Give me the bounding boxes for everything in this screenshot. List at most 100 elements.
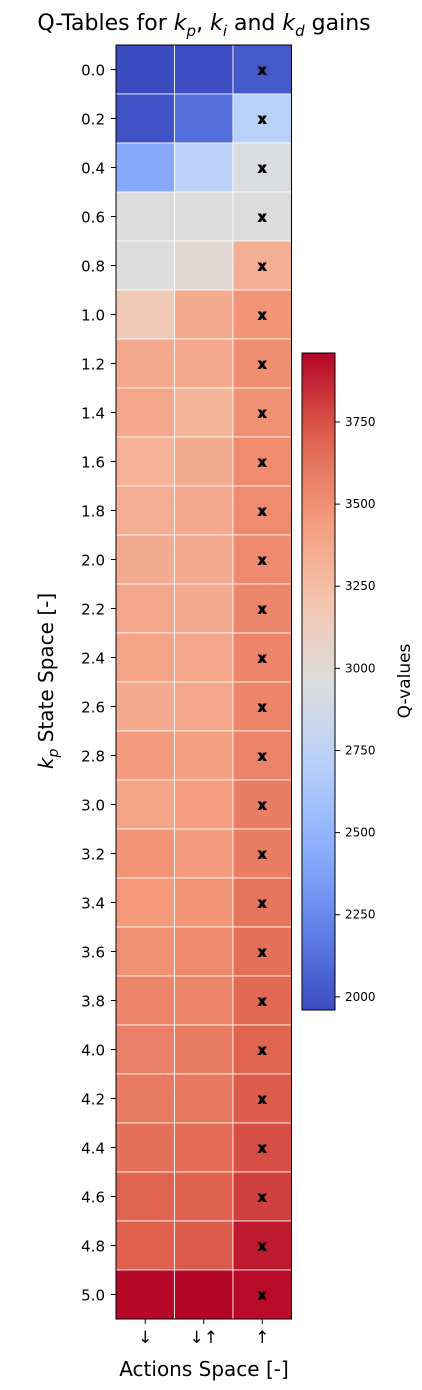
heatmap-cell (174, 534, 234, 585)
best-action-marker: x (258, 162, 267, 177)
heatmap-cell (115, 1073, 175, 1124)
heatmap-cell (174, 485, 234, 536)
heatmap-cell (115, 289, 175, 340)
y-tick-label: 0.4 (81, 160, 105, 178)
best-action-marker: x (258, 1142, 267, 1157)
y-tick-label: 3.0 (81, 797, 105, 815)
heatmap-cell (174, 1073, 234, 1124)
best-action-marker: x (258, 995, 267, 1010)
heatmap-cell (232, 1024, 292, 1075)
colorbar-tick-label: 2250 (345, 908, 376, 922)
best-action-marker: x (258, 554, 267, 569)
heatmap-cell (174, 240, 234, 291)
heatmap-cell (174, 436, 234, 487)
heatmap-cell (115, 387, 175, 438)
y-tick-label: 0.2 (81, 111, 105, 129)
y-tick-label: 1.8 (81, 503, 105, 521)
best-action-marker: x (258, 309, 267, 324)
heatmap-cell (115, 44, 175, 95)
best-action-marker: x (258, 848, 267, 863)
chart-title: Q-Tables for kp, ki and kd gains (37, 11, 370, 40)
heatmap-cell (174, 191, 234, 242)
colorbar-tick-label: 2750 (345, 743, 376, 757)
x-tick-label: ↑ (255, 1328, 269, 1348)
heatmap-cell (174, 828, 234, 879)
heatmap-cell (115, 240, 175, 291)
best-action-marker: x (258, 652, 267, 667)
best-action-marker: x (258, 701, 267, 716)
y-tick-label: 2.4 (81, 650, 105, 668)
heatmap-cell (115, 534, 175, 585)
y-tick-label: 2.6 (81, 699, 105, 717)
y-tick-label: 2.0 (81, 552, 105, 570)
best-action-marker: x (258, 1240, 267, 1255)
y-tick-label: 3.2 (81, 846, 105, 864)
heatmap-cell (115, 436, 175, 487)
x-axis-label: Actions Space [-] (119, 1357, 289, 1381)
colorbar-tick-label: 2500 (345, 826, 376, 840)
heatmap-cell (232, 975, 292, 1026)
heatmap-cell (115, 191, 175, 242)
best-action-marker: x (258, 211, 267, 226)
y-axis-ticks: 0.0 0.2 0.4 0.6 0.8 1.0 1.2 1.4 1.6 1.8 2.0 2.2 2.4 2… (81, 62, 116, 1305)
best-action-marker: x (258, 456, 267, 471)
heatmap-cell (174, 681, 234, 732)
heatmap-cell (174, 1220, 234, 1271)
y-tick-label: 1.6 (81, 454, 105, 472)
best-action-marker: x (258, 946, 267, 961)
heatmap-cell (232, 926, 292, 977)
colorbar-ticks: 2000 2250 2500 2750 3000 3250 3500 3750 (335, 415, 376, 1004)
best-action-marker: x (258, 1289, 267, 1304)
heatmap-cell (174, 387, 234, 438)
best-action-marker: x (258, 1093, 267, 1108)
y-tick-label: 5.0 (81, 1287, 105, 1305)
heatmap-cell (232, 485, 292, 536)
colorbar-tick-label: 3750 (345, 415, 376, 429)
heatmap-cell (174, 779, 234, 830)
y-tick-label: 0.8 (81, 258, 105, 276)
y-axis-label: kp State Space [-] (34, 593, 62, 769)
y-tick-label: 0.6 (81, 209, 105, 227)
heatmap-cell (174, 142, 234, 193)
heatmap-cell (232, 142, 292, 193)
colorbar-label: Q-values (395, 643, 415, 718)
colorbar (301, 352, 336, 1011)
heatmap-cell (174, 730, 234, 781)
heatmap-cell (174, 338, 234, 389)
heatmap-cell (174, 877, 234, 928)
y-tick-label: 3.8 (81, 993, 105, 1011)
heatmap-cell (115, 681, 175, 732)
heatmap-cell (232, 583, 292, 634)
best-action-marker: x (258, 603, 267, 618)
heatmap-cell (115, 1220, 175, 1271)
heatmap-cell (232, 387, 292, 438)
heatmap-cell (232, 877, 292, 928)
y-tick-label: 2.8 (81, 748, 105, 766)
colorbar-tick-label: 3250 (345, 579, 376, 593)
y-tick-label: 0.0 (81, 62, 105, 80)
colorbar-tick-label: 3000 (345, 661, 376, 675)
heatmap-cell (232, 191, 292, 242)
heatmap-cell (115, 877, 175, 928)
heatmap-cell (174, 44, 234, 95)
heatmap-cell (174, 289, 234, 340)
best-action-marker: x (258, 113, 267, 128)
y-tick-label: 4.4 (81, 1140, 105, 1158)
heatmap-cell (174, 975, 234, 1026)
best-action-marker: x (258, 897, 267, 912)
y-tick-label: 4.8 (81, 1238, 105, 1256)
y-tick-label: 1.2 (81, 356, 105, 374)
heatmap-cell (115, 828, 175, 879)
y-tick-label: 1.0 (81, 307, 105, 325)
y-tick-label: 2.2 (81, 601, 105, 619)
x-axis-ticks: ↓ ↓↑ ↑ (138, 1319, 269, 1348)
y-tick-label: 1.4 (81, 405, 105, 423)
x-tick-label: ↓↑ (190, 1328, 219, 1348)
heatmap-cell (174, 1122, 234, 1173)
best-action-marker: x (258, 1044, 267, 1059)
heatmap-cell (115, 1122, 175, 1173)
best-action-marker: x (258, 505, 267, 520)
y-tick-label: 4.0 (81, 1042, 105, 1060)
heatmap-cell (115, 93, 175, 144)
